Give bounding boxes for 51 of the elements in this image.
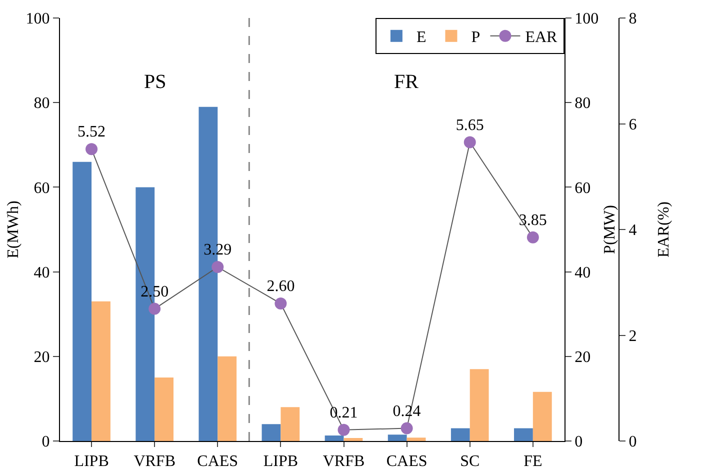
y-axis-title: E(MWh) (5, 200, 22, 258)
y2-tick-label: 0 (574, 434, 583, 451)
y2-tick-label: 100 (574, 10, 599, 28)
point (274, 298, 287, 310)
bar (470, 369, 489, 441)
legend-label: P (471, 29, 480, 46)
y2-tick-label: 80 (574, 95, 591, 112)
bar (450, 428, 470, 441)
bar (218, 356, 237, 441)
x-tick-label: VRFB (134, 453, 176, 470)
y-tick-label: 80 (34, 95, 50, 112)
y2-tick-label: 40 (574, 264, 591, 282)
y-tick-label: 0 (42, 434, 50, 451)
x-tick-label: LIPB (263, 453, 298, 470)
point (526, 231, 539, 244)
bar (514, 428, 533, 441)
y3-tick-label: 6 (628, 116, 637, 134)
y-tick-label: 40 (34, 264, 50, 282)
legend-label: EAR (525, 29, 558, 46)
x-tick-label: VRFB (322, 453, 365, 470)
point (86, 143, 98, 156)
y-tick-label: 60 (34, 180, 50, 197)
y2-tick-label: 60 (574, 180, 591, 197)
x-tick-label: FE (524, 453, 542, 470)
y3-tick-label: 4 (628, 222, 637, 240)
point (400, 422, 413, 434)
point (338, 424, 350, 436)
annotation: PS (144, 71, 166, 93)
data-label: 5.52 (78, 124, 106, 141)
data-label: 3.29 (204, 242, 232, 259)
x-tick-label: CAES (386, 453, 428, 470)
y3-axis-title: EAR(%) (656, 202, 673, 258)
y3-tick-label: 2 (628, 328, 637, 345)
x-tick-label: LIPB (74, 453, 109, 470)
y-tick-label: 100 (26, 10, 50, 28)
data-label: 2.60 (266, 278, 295, 296)
data-label: 5.65 (456, 116, 484, 134)
point (212, 261, 224, 274)
y2-axis-title: P(MW) (601, 205, 618, 254)
legend-label: E (416, 29, 426, 46)
point (464, 136, 476, 148)
bar (532, 392, 552, 441)
x-tick-label: SC (460, 453, 480, 470)
bar (154, 378, 174, 441)
y3-tick-label: 0 (628, 434, 637, 451)
y-tick-label: 20 (34, 349, 50, 366)
x-tick-label: CAES (197, 453, 238, 470)
point (148, 302, 161, 315)
annotation: FR (394, 71, 420, 93)
y3-tick-label: 8 (628, 10, 637, 28)
y2-tick-label: 20 (574, 349, 591, 366)
